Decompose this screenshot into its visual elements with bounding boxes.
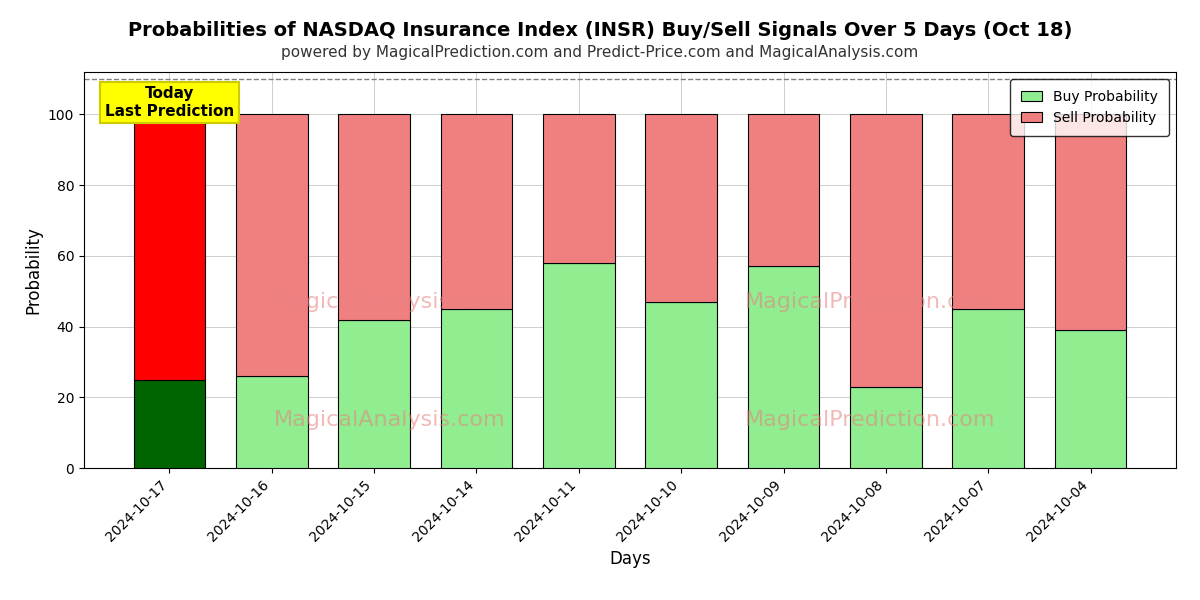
Bar (440, 115, 512, 309)
Bar (133, 115, 205, 380)
Bar (850, 115, 922, 386)
Bar (953, 309, 1024, 468)
Bar (440, 309, 512, 468)
Text: Probabilities of NASDAQ Insurance Index (INSR) Buy/Sell Signals Over 5 Days (Oct: Probabilities of NASDAQ Insurance Index … (128, 21, 1072, 40)
Bar (748, 266, 820, 468)
Text: Today
Last Prediction: Today Last Prediction (104, 86, 234, 119)
Bar (544, 263, 614, 468)
Text: MagicalPrediction.com: MagicalPrediction.com (745, 292, 996, 311)
Bar (953, 115, 1024, 309)
Text: powered by MagicalPrediction.com and Predict-Price.com and MagicalAnalysis.com: powered by MagicalPrediction.com and Pre… (281, 45, 919, 60)
Bar (544, 115, 614, 263)
Bar (1055, 330, 1127, 468)
Bar (748, 115, 820, 266)
Bar (236, 115, 307, 376)
Y-axis label: Probability: Probability (24, 226, 42, 314)
Text: MagicalAnalysis.com: MagicalAnalysis.com (274, 410, 505, 430)
Bar (646, 115, 716, 302)
Legend: Buy Probability, Sell Probability: Buy Probability, Sell Probability (1010, 79, 1169, 136)
Bar (646, 302, 716, 468)
Bar (1055, 115, 1127, 330)
Bar (850, 386, 922, 468)
Text: MagicalAnalysis.com: MagicalAnalysis.com (274, 292, 505, 311)
Bar (338, 319, 410, 468)
Text: MagicalPrediction.com: MagicalPrediction.com (745, 410, 996, 430)
Bar (236, 376, 307, 468)
X-axis label: Days: Days (610, 550, 650, 568)
Bar (338, 115, 410, 319)
Bar (133, 380, 205, 468)
